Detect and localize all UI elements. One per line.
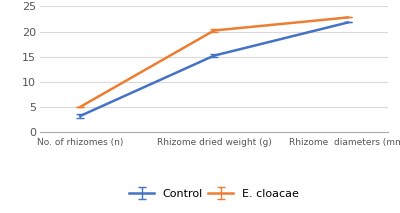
Legend: Control, E. cloacae: Control, E. cloacae bbox=[129, 189, 299, 199]
